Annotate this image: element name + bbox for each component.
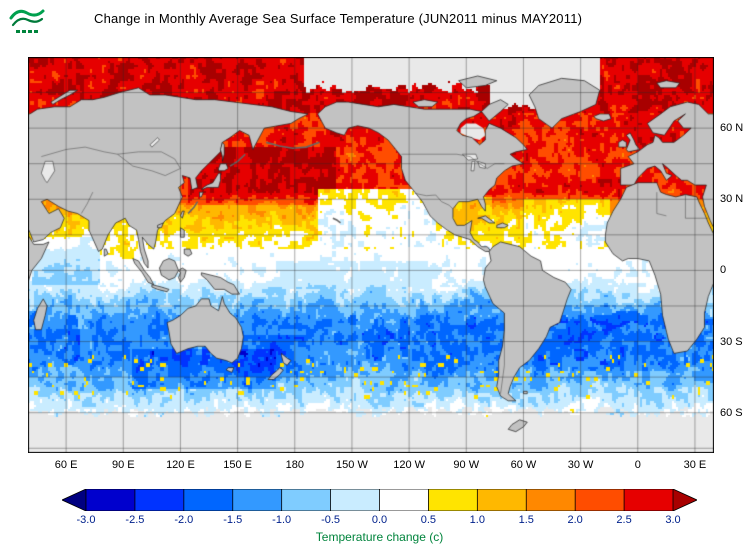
lat-axis-label: 30 N — [720, 193, 744, 206]
colorbar-tick: -0.5 — [321, 514, 341, 526]
colorbar-tick: -2.5 — [125, 514, 145, 526]
colorbar-tick: 2.5 — [616, 514, 632, 526]
lon-axis-label: 180 — [285, 459, 304, 471]
colorbar-tick: 1.5 — [518, 514, 534, 526]
lon-axis-label: 30 W — [567, 459, 594, 471]
colorbar-tick: -1.5 — [223, 514, 243, 526]
colorbar-tick: 2.0 — [567, 514, 583, 526]
colorbar: -3.0 -2.5 -2.0 -1.5 -1.0 -0.5 0.0 0.5 1.0 1.5 2.0 2… — [61, 488, 698, 553]
lon-axis-label: 60 E — [54, 459, 78, 471]
lon-axis-label: 150 E — [223, 459, 252, 471]
colorbar-tick: 3.0 — [665, 514, 681, 526]
lon-axis-label: 150 W — [336, 459, 368, 471]
lat-axis-label: 60 S — [720, 406, 743, 419]
lon-axis-label: 30 E — [683, 459, 707, 471]
lon-axis-label: 120 W — [393, 459, 426, 471]
colorbar-tick: 0.0 — [371, 514, 388, 526]
colorbar-tick: -2.0 — [174, 514, 194, 526]
lon-axis-label: 60 W — [510, 459, 537, 471]
colorbar-tick: -3.0 — [76, 514, 96, 526]
jma-logo-icon — [9, 9, 45, 33]
jma-logo-caption — [16, 30, 38, 33]
sst-map — [28, 57, 714, 453]
lon-axis-label: 120 E — [166, 459, 195, 471]
sst-map-canvas — [28, 57, 714, 453]
lat-axis-label: 60 N — [720, 122, 744, 135]
lon-axis-label: 90 W — [453, 459, 480, 471]
colorbar-label: Temperature change (c) — [315, 530, 444, 544]
lat-axis-label: 30 S — [720, 335, 743, 348]
colorbar-scale — [61, 488, 698, 512]
colorbar-tick: 0.5 — [420, 514, 437, 526]
colorbar-tick: -1.0 — [272, 514, 292, 526]
figure-title: Change in Monthly Average Sea Surface Te… — [94, 11, 583, 26]
lat-axis-label: 0 — [720, 264, 727, 277]
lon-axis-label: 0 — [634, 459, 641, 471]
colorbar-tick: 1.0 — [469, 514, 485, 526]
lon-axis-label: 90 E — [111, 459, 135, 471]
colorbar-svg — [61, 488, 698, 512]
